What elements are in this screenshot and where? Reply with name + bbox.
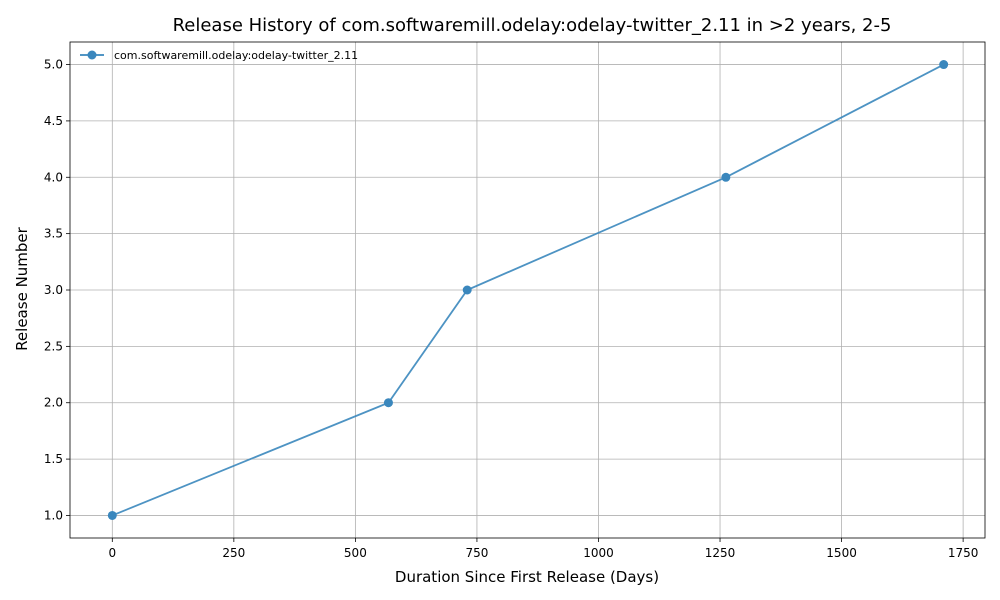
y-tick-label: 4.0 xyxy=(44,170,63,184)
y-tick-label: 4.5 xyxy=(44,114,63,128)
x-tick-label: 1000 xyxy=(583,546,614,560)
grid xyxy=(70,42,985,538)
x-tick-label: 500 xyxy=(344,546,367,560)
y-tick-label: 2.5 xyxy=(44,339,63,353)
x-tick-label: 0 xyxy=(108,546,116,560)
legend-label: com.softwaremill.odelay:odelay-twitter_2… xyxy=(114,49,358,62)
x-axis-label: Duration Since First Release (Days) xyxy=(395,568,659,586)
y-axis-label: Release Number xyxy=(13,226,31,350)
y-tick-label: 1.5 xyxy=(44,452,63,466)
y-tick-label: 3.5 xyxy=(44,227,63,241)
data-point xyxy=(939,60,949,70)
data-point xyxy=(462,285,472,295)
data-point xyxy=(107,510,117,520)
data-point xyxy=(721,172,731,182)
y-axis: 1.0 1.5 2.0 2.5 3.0 3.5 4.0 4.5 5.0 xyxy=(44,58,70,522)
y-tick-label: 3.0 xyxy=(44,283,63,297)
y-tick-label: 1.0 xyxy=(44,508,63,522)
x-tick-label: 750 xyxy=(465,546,488,560)
data-point xyxy=(383,398,393,408)
legend-marker xyxy=(87,50,97,60)
x-tick-label: 250 xyxy=(222,546,245,560)
y-tick-label: 2.0 xyxy=(44,396,63,410)
series-layer xyxy=(107,60,949,520)
chart-title: Release History of com.softwaremill.odel… xyxy=(173,15,892,36)
x-tick-label: 1750 xyxy=(948,546,979,560)
x-tick-label: 1250 xyxy=(705,546,736,560)
y-tick-label: 5.0 xyxy=(44,58,63,72)
x-axis: 0 250 500 750 1000 1250 1500 1750 xyxy=(108,538,978,560)
x-tick-label: 1500 xyxy=(826,546,857,560)
legend: com.softwaremill.odelay:odelay-twitter_2… xyxy=(80,49,358,62)
